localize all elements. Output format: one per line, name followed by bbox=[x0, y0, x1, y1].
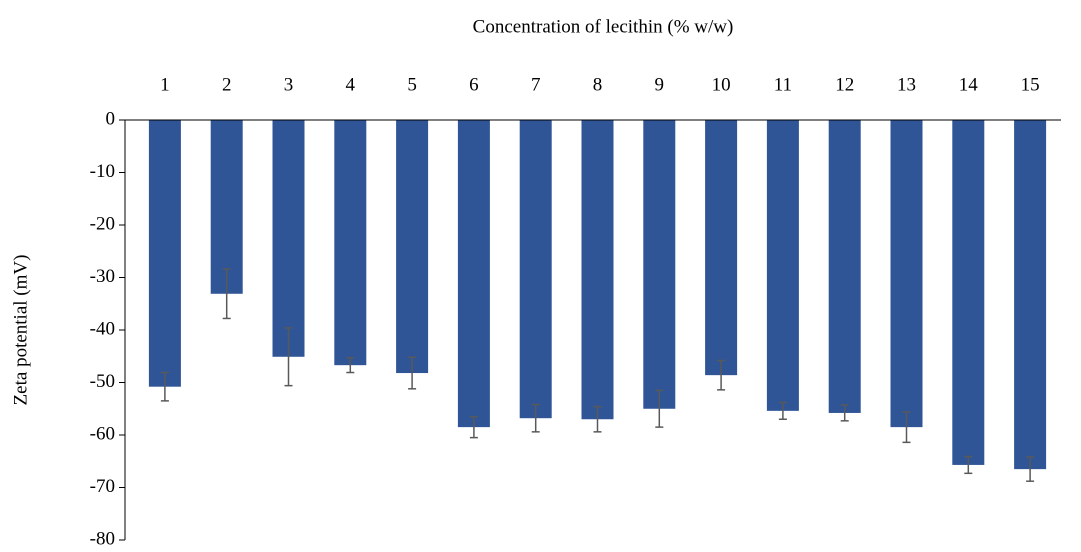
x-tick-label: 11 bbox=[774, 74, 792, 95]
error-bar bbox=[778, 401, 787, 420]
x-tick-label: 15 bbox=[1021, 74, 1040, 95]
bar bbox=[272, 120, 305, 357]
y-tick-label: -20 bbox=[90, 213, 115, 234]
error-bar bbox=[655, 389, 664, 428]
bar bbox=[396, 120, 429, 374]
x-tick-label: 10 bbox=[712, 74, 731, 95]
error-bar bbox=[346, 357, 355, 374]
error-bar bbox=[593, 405, 602, 433]
y-axis-title: Zeta potential (mV) bbox=[10, 255, 31, 406]
x-tick-label: 9 bbox=[655, 74, 665, 95]
y-tick-label: -40 bbox=[90, 318, 115, 339]
x-tick-label: 1 bbox=[160, 74, 170, 95]
x-tick-label: 14 bbox=[959, 74, 979, 95]
y-tick-label: -50 bbox=[90, 371, 115, 392]
x-tick-label: 5 bbox=[407, 74, 417, 95]
bar bbox=[952, 120, 985, 465]
x-tick-label: 4 bbox=[346, 74, 356, 95]
error-bar bbox=[408, 356, 417, 390]
y-tick-label: -10 bbox=[90, 161, 115, 182]
x-tick-label: 12 bbox=[835, 74, 854, 95]
x-tick-label: 7 bbox=[531, 74, 541, 95]
error-bar bbox=[284, 327, 293, 387]
bar bbox=[1014, 120, 1047, 470]
bar bbox=[457, 120, 490, 428]
error-bar bbox=[964, 455, 973, 475]
bar bbox=[890, 120, 923, 428]
y-tick-label: -30 bbox=[90, 266, 115, 287]
bar bbox=[766, 120, 799, 411]
bar bbox=[210, 120, 243, 294]
error-bar bbox=[1026, 456, 1035, 482]
y-tick-label: -70 bbox=[90, 476, 115, 497]
bar bbox=[148, 120, 181, 387]
bar bbox=[581, 120, 614, 420]
x-tick-label: 13 bbox=[897, 74, 916, 95]
x-tick-label: 2 bbox=[222, 74, 232, 95]
x-tick-label: 6 bbox=[469, 74, 479, 95]
bar bbox=[828, 120, 861, 413]
bar bbox=[705, 120, 738, 376]
x-axis-title: Concentration of lecithin (% w/w) bbox=[473, 16, 734, 37]
y-tick-label: -60 bbox=[90, 423, 115, 444]
x-tick-label: 8 bbox=[593, 74, 603, 95]
error-bar bbox=[531, 403, 540, 433]
x-tick-label: 3 bbox=[284, 74, 294, 95]
bar bbox=[643, 120, 676, 409]
error-bar bbox=[222, 268, 231, 320]
y-tick-label: 0 bbox=[106, 108, 116, 129]
y-tick-label: -80 bbox=[90, 528, 115, 549]
error-bar bbox=[717, 359, 726, 391]
bar bbox=[334, 120, 367, 366]
error-bar bbox=[469, 415, 478, 439]
error-bar bbox=[902, 411, 911, 444]
bar bbox=[519, 120, 552, 419]
error-bar bbox=[160, 371, 169, 402]
error-bar bbox=[840, 404, 849, 422]
